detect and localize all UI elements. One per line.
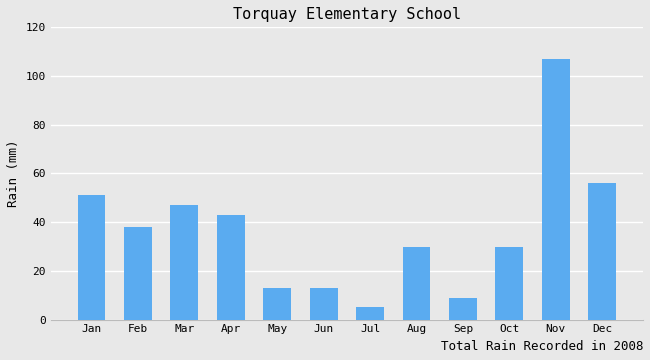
X-axis label: Total Rain Recorded in 2008: Total Rain Recorded in 2008 (441, 340, 643, 353)
Title: Torquay Elementary School: Torquay Elementary School (233, 7, 461, 22)
Bar (124, 227, 152, 320)
Y-axis label: Rain (mm): Rain (mm) (7, 140, 20, 207)
Bar (588, 183, 616, 320)
Bar (170, 205, 198, 320)
Bar (542, 59, 569, 320)
Bar (263, 288, 291, 320)
Bar (217, 215, 244, 320)
Bar (402, 247, 430, 320)
Bar (495, 247, 523, 320)
Bar (356, 307, 384, 320)
Bar (309, 288, 337, 320)
Bar (77, 195, 105, 320)
Bar (449, 298, 477, 320)
